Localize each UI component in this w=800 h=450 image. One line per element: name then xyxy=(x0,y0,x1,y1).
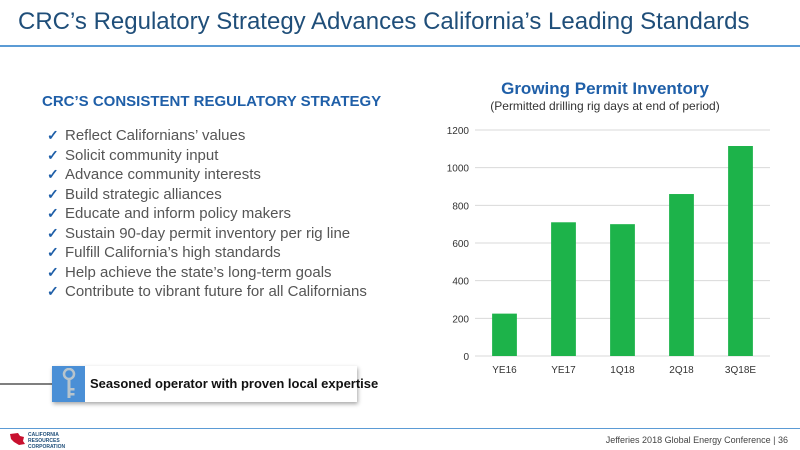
checkmark-icon: ✓ xyxy=(47,185,59,202)
x-tick-label: 1Q18 xyxy=(610,365,635,376)
list-item: ✓ Build strategic alliances xyxy=(47,185,222,203)
strategy-list: ✓ Reflect Californians’ values ✓ Solicit c… xyxy=(47,126,367,302)
bar-YE17 xyxy=(551,222,576,356)
y-tick-label: 1200 xyxy=(447,126,470,137)
list-item: ✓ Fulfill California’s high standards xyxy=(47,244,281,261)
checkmark-icon: ✓ xyxy=(47,244,59,260)
strategy-heading: CRC’S CONSISTENT REGULATORY STRATEGY xyxy=(42,93,382,110)
list-item: ✓ Help achieve the state’s long-term goal… xyxy=(47,263,332,281)
logo-line-2: RESOURCES xyxy=(28,438,60,444)
bar-1Q18 xyxy=(610,224,635,356)
checkmark-icon: ✓ xyxy=(47,224,59,241)
callout-connector-line xyxy=(0,383,52,385)
x-tick-label: 2Q18 xyxy=(669,365,694,376)
slide-title: CRC’s Regulatory Strategy Advances Calif… xyxy=(18,8,750,35)
list-item: ✓ Reflect Californians’ values xyxy=(47,127,246,144)
y-tick-label: 1000 xyxy=(447,164,470,175)
footer-divider xyxy=(0,428,800,429)
list-item: ✓ Contribute to vibrant future for all Ca… xyxy=(47,283,367,300)
list-item: ✓ Educate and inform policy makers xyxy=(47,205,291,222)
checkmark-icon: ✓ xyxy=(47,205,59,221)
footer-text: Jefferies 2018 Global Energy Conference … xyxy=(605,435,788,445)
x-tick-label: 3Q18E xyxy=(725,365,756,376)
y-tick-label: 800 xyxy=(452,201,469,212)
list-item: ✓ Advance community interests xyxy=(47,166,261,183)
bar-YE16 xyxy=(492,313,517,356)
y-tick-label: 400 xyxy=(452,277,469,288)
california-shape-icon xyxy=(10,433,25,445)
callout-text: Seasoned operator with proven local expe… xyxy=(90,376,379,391)
company-logo: CALIFORNIA RESOURCES CORPORATION xyxy=(10,432,66,450)
chart-title: Growing Permit Inventory xyxy=(501,79,709,98)
checkmark-icon: ✓ xyxy=(47,146,59,163)
key-icon xyxy=(62,368,76,398)
list-item: ✓ Sustain 90-day permit inventory per rig… xyxy=(47,224,351,242)
chart-subtitle: (Permitted drilling rig days at end of p… xyxy=(490,99,720,113)
x-tick-label: YE17 xyxy=(551,365,576,376)
y-tick-label: 200 xyxy=(452,314,469,325)
y-tick-label: 0 xyxy=(463,352,469,363)
permit-inventory-chart: 0 200 400 600 800 1000 1200 YE16 YE17 1Q18 2Q18 3Q1… xyxy=(447,126,770,376)
logo-line-1: CALIFORNIA xyxy=(28,432,59,438)
title-divider xyxy=(0,45,800,47)
x-tick-label: YE16 xyxy=(492,365,517,376)
bar-3Q18E xyxy=(728,146,753,356)
checkmark-icon: ✓ xyxy=(47,127,59,143)
checkmark-icon: ✓ xyxy=(47,283,59,299)
y-tick-label: 600 xyxy=(452,239,469,250)
logo-line-3: CORPORATION xyxy=(28,444,66,450)
checkmark-icon: ✓ xyxy=(47,166,59,182)
list-item: ✓ Solicit community input xyxy=(47,146,219,164)
bar-2Q18 xyxy=(669,194,694,356)
expertise-callout: Seasoned operator with proven local expe… xyxy=(52,366,378,402)
checkmark-icon: ✓ xyxy=(47,263,59,280)
